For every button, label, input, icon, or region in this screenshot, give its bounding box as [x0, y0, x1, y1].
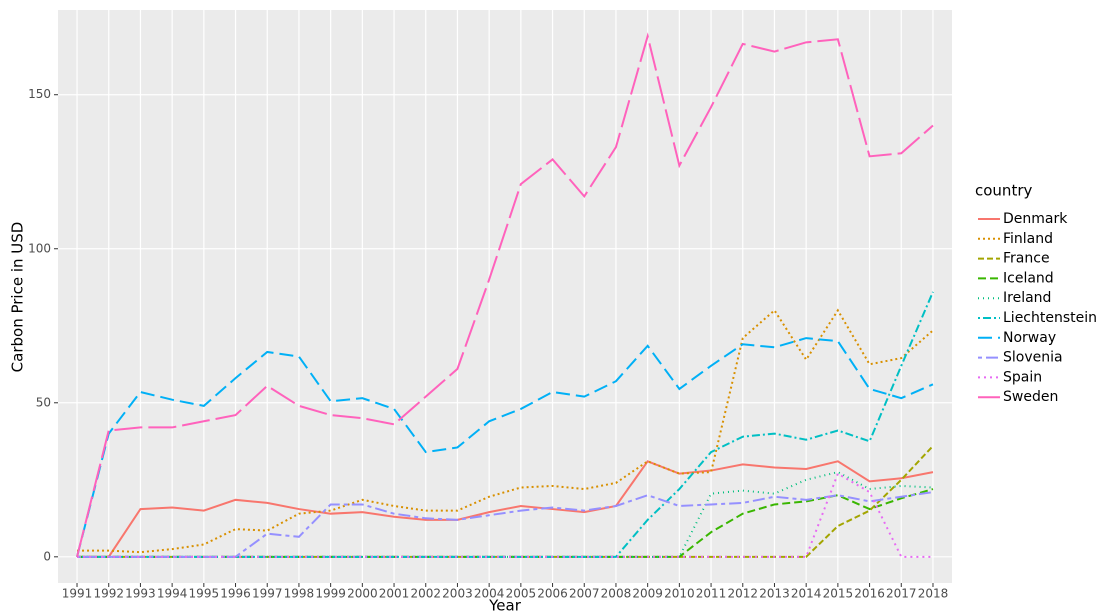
x-tick-label: 2002: [410, 587, 441, 601]
x-tick-label: 2016: [854, 587, 885, 601]
y-tick-label: 150: [28, 87, 51, 101]
x-tick-label: 1997: [252, 587, 283, 601]
x-tick-label: 1992: [93, 587, 124, 601]
legend-label: Slovenia: [1003, 350, 1063, 366]
x-tick-label: 1994: [157, 587, 188, 601]
series-line: [77, 460, 934, 558]
x-tick-label: 2005: [506, 587, 537, 601]
series-line: [76, 337, 934, 558]
x-tick-label: 1999: [315, 587, 346, 601]
legend: Denmark Finland France Iceland Ireland Liecht…: [978, 211, 1097, 405]
x-axis-title: Year: [488, 597, 522, 615]
x-tick-label: 2017: [886, 587, 917, 601]
x-tick-label: 2010: [664, 587, 695, 601]
x-tick-label: 2004: [474, 587, 505, 601]
x-tick-label: 2018: [918, 587, 949, 601]
y-tick-label: 50: [36, 395, 51, 409]
lines: [76, 32, 934, 558]
y-axis-title: Carbon Price in USD: [9, 222, 27, 373]
series-line: [76, 32, 934, 558]
legend-label: Denmark: [1003, 211, 1068, 227]
legend-title: country: [975, 182, 1032, 200]
x-tick-label: 2006: [537, 587, 568, 601]
y-tick-label: 0: [43, 549, 51, 563]
panel: [58, 10, 952, 583]
x-tick-label: 2000: [347, 587, 378, 601]
x-tick-label: 2015: [823, 587, 854, 601]
x-tick-label: 2009: [632, 587, 663, 601]
x-tick-label: 1993: [125, 587, 156, 601]
x-tick-label: 2003: [442, 587, 473, 601]
y-tick-label: 100: [28, 241, 51, 255]
x-tick-label: 2007: [569, 587, 600, 601]
legend-label: France: [1003, 251, 1050, 267]
series-line: [77, 472, 933, 558]
x-tick-label: 1991: [62, 587, 93, 601]
x-tick-label: 1996: [220, 587, 251, 601]
x-tick-label: 1998: [284, 587, 315, 601]
x-tick-label: 2013: [759, 587, 790, 601]
legend-label: Sweden: [1003, 389, 1058, 405]
x-tick-label: 2012: [727, 587, 758, 601]
legend-label: Finland: [1003, 231, 1053, 247]
series-line: [77, 491, 934, 558]
legend-label: Norway: [1003, 330, 1056, 346]
legend-label: Iceland: [1003, 270, 1054, 286]
legend-label: Spain: [1003, 369, 1042, 385]
x-tick-label: 2001: [379, 587, 410, 601]
x-tick-label: 2014: [791, 587, 822, 601]
legend-label: Liechtenstein: [1003, 310, 1097, 326]
x-tick-label: 2011: [696, 587, 727, 601]
x-tick-label: 1995: [189, 587, 220, 601]
legend-label: Ireland: [1003, 290, 1051, 306]
x-tick-label: 2008: [601, 587, 632, 601]
